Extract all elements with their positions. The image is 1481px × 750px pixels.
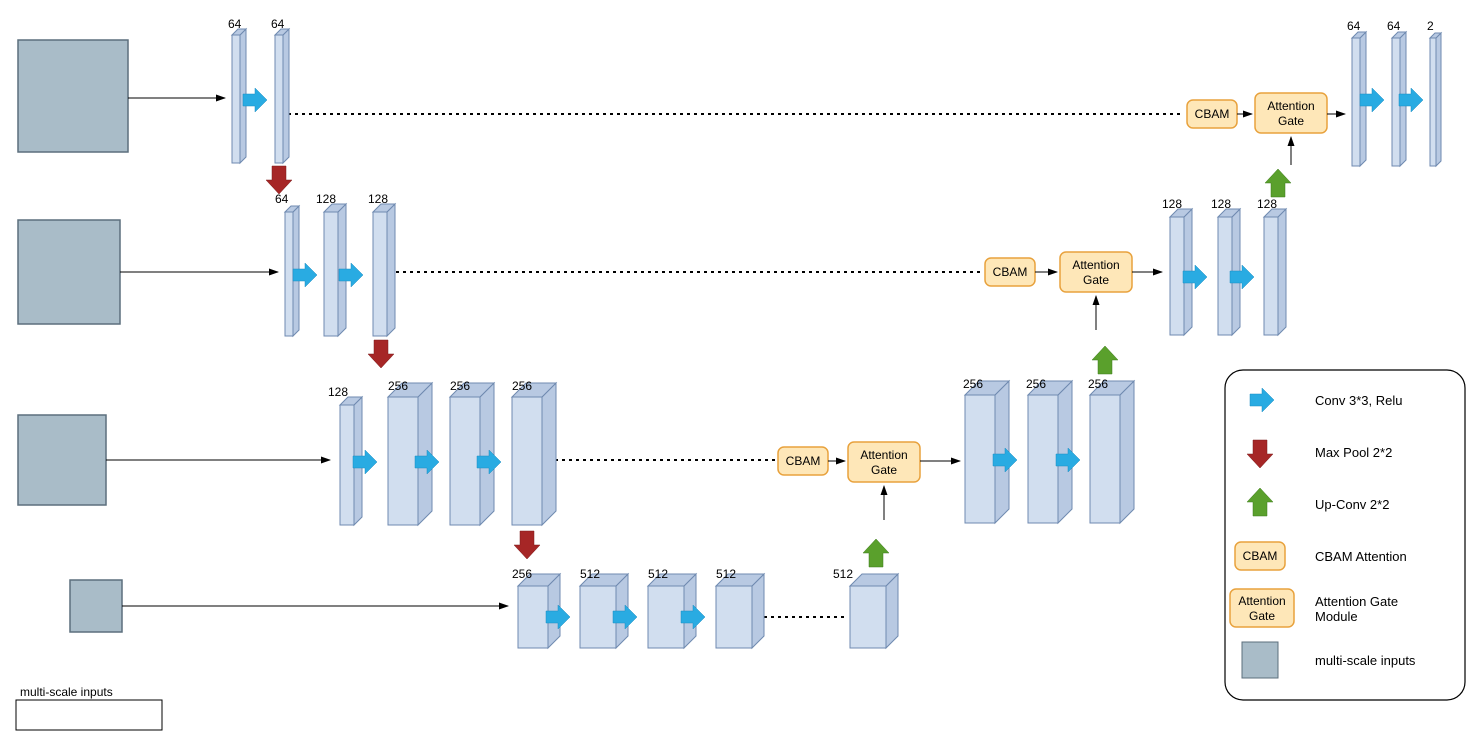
channel-label: 256 <box>512 379 532 393</box>
feature-block-side <box>387 204 395 336</box>
channel-label: 64 <box>1387 19 1401 33</box>
input-block <box>70 580 122 632</box>
feature-block-side <box>1436 33 1441 166</box>
attgate-label: Gate <box>1083 273 1109 287</box>
feature-block-side <box>752 574 764 648</box>
feature-block <box>648 586 684 648</box>
caption-label: multi-scale inputs <box>20 685 113 699</box>
channel-label: 512 <box>833 567 853 581</box>
channel-label: 512 <box>648 567 668 581</box>
channel-label: 256 <box>963 377 983 391</box>
feature-block <box>512 397 542 525</box>
caption-box <box>16 700 162 730</box>
channel-label: 128 <box>1211 197 1231 211</box>
channel-label: 2 <box>1427 19 1434 33</box>
attgate-label: Attention <box>860 448 907 462</box>
attgate-label: Gate <box>1278 114 1304 128</box>
feature-block <box>965 395 995 523</box>
feature-block-side <box>1120 381 1134 523</box>
channel-label: 128 <box>1257 197 1277 211</box>
channel-label: 512 <box>580 567 600 581</box>
feature-block <box>232 35 240 163</box>
feature-block <box>275 35 283 163</box>
feature-block <box>1090 395 1120 523</box>
cbam-label: CBAM <box>1195 107 1230 121</box>
cbam-label: CBAM <box>1243 549 1278 563</box>
legend-label: Conv 3*3, Relu <box>1315 393 1402 408</box>
attgate-label: Attention <box>1267 99 1314 113</box>
feature-block-side <box>283 29 289 163</box>
maxpool-arrow-icon <box>514 531 540 559</box>
feature-block <box>1430 38 1436 166</box>
channel-label: 64 <box>271 17 285 31</box>
channel-label: 64 <box>275 192 289 206</box>
feature-block <box>373 212 387 336</box>
input-block <box>18 220 120 324</box>
legend-label: multi-scale inputs <box>1315 653 1416 668</box>
feature-block-side <box>886 574 898 648</box>
attgate-label: Attention <box>1072 258 1119 272</box>
channel-label: 256 <box>388 379 408 393</box>
channel-label: 256 <box>1088 377 1108 391</box>
conv-arrow-icon <box>243 88 267 112</box>
feature-block <box>716 586 752 648</box>
feature-block <box>450 397 480 525</box>
channel-label: 128 <box>368 192 388 206</box>
maxpool-arrow-icon <box>368 340 394 368</box>
legend-input-icon <box>1242 642 1278 678</box>
channel-label: 128 <box>328 385 348 399</box>
feature-block <box>580 586 616 648</box>
feature-block <box>518 586 548 648</box>
channel-label: 64 <box>228 17 242 31</box>
channel-label: 64 <box>1347 19 1361 33</box>
channel-label: 128 <box>1162 197 1182 211</box>
feature-block-side <box>542 383 556 525</box>
channel-label: 256 <box>450 379 470 393</box>
attgate-label: Gate <box>1249 609 1275 623</box>
feature-block <box>340 405 354 525</box>
legend-label: Module <box>1315 609 1358 624</box>
legend-label: CBAM Attention <box>1315 549 1407 564</box>
feature-block <box>1264 217 1278 335</box>
upconv-arrow-icon <box>1265 169 1291 197</box>
legend-label: Up-Conv 2*2 <box>1315 497 1389 512</box>
attgate-label: Attention <box>1238 594 1285 608</box>
feature-block <box>285 212 293 336</box>
channel-label: 128 <box>316 192 336 206</box>
feature-block <box>850 586 886 648</box>
feature-block-side <box>1278 209 1286 335</box>
feature-block <box>1028 395 1058 523</box>
feature-block <box>1352 38 1360 166</box>
cbam-label: CBAM <box>993 265 1028 279</box>
legend-label: Attention Gate <box>1315 594 1398 609</box>
upconv-arrow-icon <box>863 539 889 567</box>
feature-block <box>324 212 338 336</box>
feature-block <box>1170 217 1184 335</box>
upconv-arrow-icon <box>1092 346 1118 374</box>
attgate-label: Gate <box>871 463 897 477</box>
feature-block <box>388 397 418 525</box>
cbam-label: CBAM <box>786 454 821 468</box>
channel-label: 256 <box>1026 377 1046 391</box>
channel-label: 256 <box>512 567 532 581</box>
maxpool-arrow-icon <box>266 166 292 194</box>
channel-label: 512 <box>716 567 736 581</box>
input-block <box>18 415 106 505</box>
legend-label: Max Pool 2*2 <box>1315 445 1392 460</box>
input-block <box>18 40 128 152</box>
